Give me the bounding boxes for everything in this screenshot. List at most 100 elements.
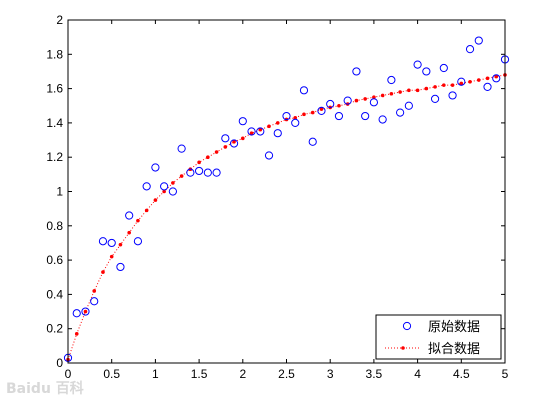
fit-point [372,95,376,99]
fit-point [319,107,324,111]
fit-point [424,86,429,91]
raw-data-point [369,98,378,107]
raw-data-point [264,151,274,160]
x-tick-label: 3 [327,367,334,381]
raw-data-point [326,99,335,109]
fit-point [162,189,166,194]
raw-data-point [81,307,90,316]
y-tick-label: 1.4 [46,116,63,130]
fit-point [197,160,201,165]
fit-point [337,103,341,108]
fit-point [398,90,402,94]
fit-point [223,145,228,149]
raw-data-point [203,168,212,177]
x-tick-label: 4 [414,367,421,381]
y-tick-label: 0 [56,356,63,370]
raw-data-point [465,45,475,54]
y-tick-label: 1.2 [46,150,63,164]
legend-label-raw: 原始数据 [428,320,480,335]
raw-data-point [177,144,186,153]
raw-data-point [256,127,265,136]
fit-point [354,98,359,103]
raw-data-point [343,96,352,105]
fit-point [74,332,79,336]
x-tick-labels: 0 0.5 1 1.5 2 2.5 3 3.5 4 4.5 5 [65,367,509,381]
raw-data-point [186,168,195,177]
fit-point [232,139,236,144]
legend-box [375,314,502,360]
raw-data-point [474,36,483,45]
fit-point [468,79,472,84]
raw-data-point [107,238,116,248]
y-tick-label: 1.6 [46,82,63,96]
watermark: Baidu 百科 [6,380,84,397]
raw-data-point [378,115,387,124]
fit-point [380,93,385,98]
raw-data-point [98,237,108,246]
y-tick-label: 0.6 [46,253,63,267]
raw-data-point [457,77,466,86]
raw-data-point [238,117,247,126]
raw-data-point [195,166,204,176]
raw-data-point [361,111,370,121]
x-tick-label: 2.5 [278,367,295,381]
raw-data-point [422,67,431,76]
raw-data-point [142,182,151,191]
raw-data-point [247,127,256,136]
raw-data-point [168,187,177,196]
y-tick-label: 0.2 [46,322,63,336]
raw-data-point [90,297,99,306]
x-tick-label: 4.5 [453,367,470,381]
raw-data-point [352,67,361,76]
fit-point [363,97,367,101]
raw-data-point [160,182,169,191]
fit-point [258,127,263,132]
fit-point [206,155,210,159]
fit-point [459,81,464,86]
fit-point [310,110,315,115]
fit-point [127,230,131,235]
fit-point [118,242,123,247]
x-tick-label: 5 [502,367,509,381]
fit-point [241,136,245,141]
fit-point [485,76,490,81]
fit-point [153,198,158,202]
raw-data-point [221,134,230,143]
fit-point [407,88,411,93]
fit-point [109,254,114,259]
raw-data-point [430,94,440,103]
raw-data-point [151,163,160,172]
raw-data-point [387,75,396,85]
raw-data-point [291,118,300,128]
fit-point [267,124,271,129]
raw-data-point [299,86,309,95]
raw-data-point [317,106,326,115]
x-tick-label: 1.5 [191,367,208,381]
raw-data-point [334,111,344,121]
x-tick-label: 3.5 [366,367,383,381]
series-raw [63,36,510,362]
fit-point [136,218,140,223]
fit-point [494,74,499,79]
fit-point [293,115,298,120]
raw-data-point [133,237,143,246]
raw-data-point [396,108,405,117]
y-tick-label: 0.8 [46,219,63,233]
raw-data-point [492,74,501,83]
fit-point [302,112,306,117]
legend-marker-fit [401,346,405,350]
raw-data-point [404,101,413,110]
raw-data-point [413,60,422,69]
plot-frame [67,19,506,364]
fit-point [476,78,481,82]
fit-point [249,131,254,135]
x-tick-label: 0 [65,367,72,381]
fit-point [433,85,437,89]
legend-label-fit: 拟合数据 [428,342,480,357]
x-tick-label: 1 [152,367,159,381]
raw-data-point [483,82,492,91]
fit-point [92,289,97,293]
raw-data-point [282,111,291,121]
y-tick-label: 0.4 [46,287,63,301]
